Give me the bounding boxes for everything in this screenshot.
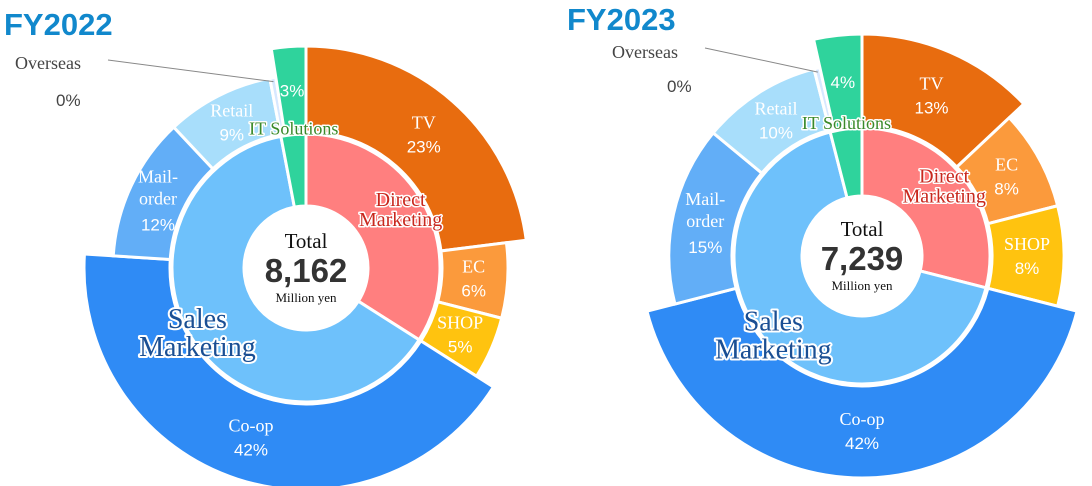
total-unit: Million yen: [275, 290, 337, 305]
outer-label-percent-co-op: 42%: [845, 434, 879, 453]
outer-slice-it-solutions: [811, 32, 864, 131]
outer-label-name-co-op: Co-op: [840, 409, 885, 429]
outer-label-name-ec: EC: [995, 155, 1018, 175]
outer-label-percent-tv: 23%: [407, 137, 441, 156]
inner-label-direct-marketing: Direct Marketing: [359, 189, 442, 231]
inner-slice-it-solutions: [828, 126, 864, 200]
total-label: Total: [841, 217, 884, 241]
outer-label-percent-shop: 5%: [448, 338, 473, 357]
outer-label-percent-ec: 6%: [461, 282, 486, 301]
outer-label-name-overseas: Overseas: [15, 53, 81, 73]
outer-label-percent-mail-order: 12%: [141, 215, 175, 234]
outer-label-percent-it-solutions: 4%: [831, 73, 856, 92]
outer-label-name-shop: SHOP: [437, 313, 483, 333]
inner-slice-direct-marketing: [860, 126, 992, 290]
outer-label-name-mail-order: Mail-order: [685, 189, 725, 231]
outer-label-percent-tv: 13%: [914, 98, 948, 117]
outer-label-name-tv: TV: [920, 73, 944, 93]
outer-slice-tv: [304, 44, 528, 253]
chart-title: FY2023: [567, 2, 676, 37]
inner-label-sales-marketing: Sales Marketing: [139, 304, 256, 363]
total-value: 7,239: [821, 240, 904, 277]
chart-title: FY2022: [4, 7, 113, 42]
inner-label-direct-marketing: Direct Marketing: [903, 165, 986, 207]
overseas-leader-line: [107, 59, 274, 83]
outer-label-name-tv: TV: [412, 112, 436, 132]
donut-center: [245, 207, 367, 329]
outer-slice-co-op: [82, 252, 496, 486]
total-value: 8,162: [265, 252, 348, 289]
outer-label-name-mail-order: Mail-order: [138, 166, 178, 208]
total-unit: Million yen: [831, 278, 893, 293]
outer-label-percent-overseas: 0%: [56, 91, 81, 110]
overseas-leader-line: [704, 47, 818, 73]
outer-label-percent-ec: 8%: [994, 180, 1019, 199]
inner-label-sales-marketing: Sales Marketing: [715, 307, 832, 366]
outer-slice-co-op: [645, 286, 1079, 480]
outer-label-name-co-op: Co-op: [228, 415, 273, 435]
outer-label-percent-overseas: 0%: [667, 77, 692, 96]
outer-label-percent-retail: 10%: [759, 123, 793, 142]
inner-label-it-solutions: IT Solutions: [249, 119, 338, 139]
outer-label-name-overseas: Overseas: [612, 42, 678, 62]
inner-slice-direct-marketing: [304, 132, 442, 342]
outer-label-name-ec: EC: [462, 257, 485, 277]
outer-label-name-retail: Retail: [754, 98, 797, 118]
donut-chart-fy2023: FY2023 TV 13% EC 8% SHOP 8% Co-op 42% Mail-order 1…: [567, 2, 1079, 480]
donut-chart-fy2022: FY2022 TV 23% EC 6% SHOP 5% Co-op 42% Mail-order 1…: [4, 7, 528, 486]
outer-label-percent-mail-order: 15%: [688, 238, 722, 257]
inner-label-it-solutions: IT Solutions: [802, 113, 891, 133]
outer-label-percent-co-op: 42%: [234, 440, 268, 459]
outer-label-percent-shop: 8%: [1015, 259, 1040, 278]
outer-label-name-retail: Retail: [210, 100, 253, 120]
inner-slice-sales-marketing: [732, 130, 988, 386]
donut-center: [803, 197, 921, 315]
outer-label-percent-retail: 9%: [219, 125, 244, 144]
outer-label-name-shop: SHOP: [1004, 234, 1050, 254]
total-label: Total: [285, 229, 328, 253]
outer-slice-tv: [860, 32, 1026, 170]
inner-slice-sales-marketing: [170, 134, 422, 404]
outer-label-percent-it-solutions: 3%: [280, 82, 305, 101]
inner-slice-it-solutions: [279, 132, 308, 209]
outer-slice-it-solutions: [269, 44, 308, 136]
